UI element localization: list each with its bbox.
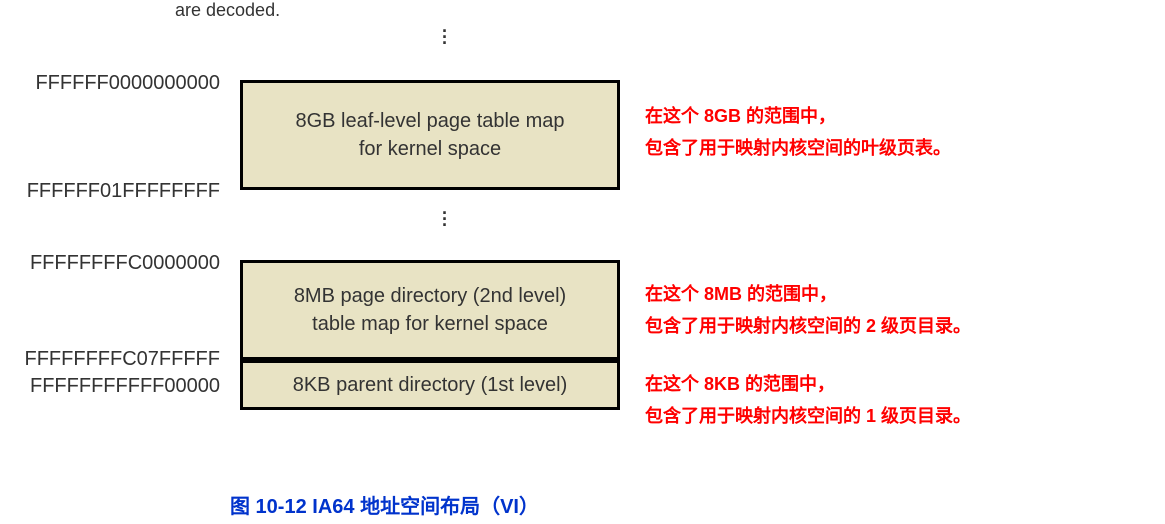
annot3-line1: 在这个 8KB 的范围中， (645, 368, 971, 400)
figure-caption: 图 10-12 IA64 地址空间布局（VI） (230, 490, 539, 519)
box2-line1: 8MB page directory (2nd level) (294, 282, 566, 310)
annotation-2: 在这个 8MB 的范围中， 包含了用于映射内核空间的 2 级页目录。 (645, 278, 971, 343)
annot2-line2: 包含了用于映射内核空间的 2 级页目录。 (645, 310, 971, 342)
box3-line1: 8KB parent directory (1st level) (293, 371, 568, 399)
box1-line2: for kernel space (359, 135, 501, 163)
annot1-line1: 在这个 8GB 的范围中， (645, 100, 951, 132)
address-label-5: FFFFFFFFFFF00000 (20, 375, 220, 398)
diagram-container: are decoded. ··· FFFFFF0000000000 8GB le… (0, 0, 1165, 524)
annot1-line2: 包含了用于映射内核空间的叶级页表。 (645, 132, 951, 164)
address-label-4: FFFFFFFFC07FFFFF (20, 348, 220, 371)
address-label-1: FFFFFF0000000000 (20, 72, 220, 95)
annotation-3: 在这个 8KB 的范围中， 包含了用于映射内核空间的 1 级页目录。 (645, 368, 971, 433)
box-8mb-2nd: 8MB page directory (2nd level) table map… (240, 260, 620, 360)
box-8kb-1st: 8KB parent directory (1st level) (240, 360, 620, 410)
top-text-fragment: are decoded. (175, 0, 280, 21)
annotation-1: 在这个 8GB 的范围中， 包含了用于映射内核空间的叶级页表。 (645, 100, 951, 165)
vertical-dots-icon: ··· (442, 28, 448, 46)
vertical-dots-icon-2: ··· (442, 210, 448, 228)
box1-line1: 8GB leaf-level page table map (295, 107, 564, 135)
box-8gb-leaf: 8GB leaf-level page table map for kernel… (240, 80, 620, 190)
annot2-line1: 在这个 8MB 的范围中， (645, 278, 971, 310)
address-label-2: FFFFFF01FFFFFFFF (20, 180, 220, 203)
box2-line2: table map for kernel space (312, 310, 548, 338)
address-label-3: FFFFFFFFC0000000 (20, 252, 220, 275)
annot3-line2: 包含了用于映射内核空间的 1 级页目录。 (645, 400, 971, 432)
